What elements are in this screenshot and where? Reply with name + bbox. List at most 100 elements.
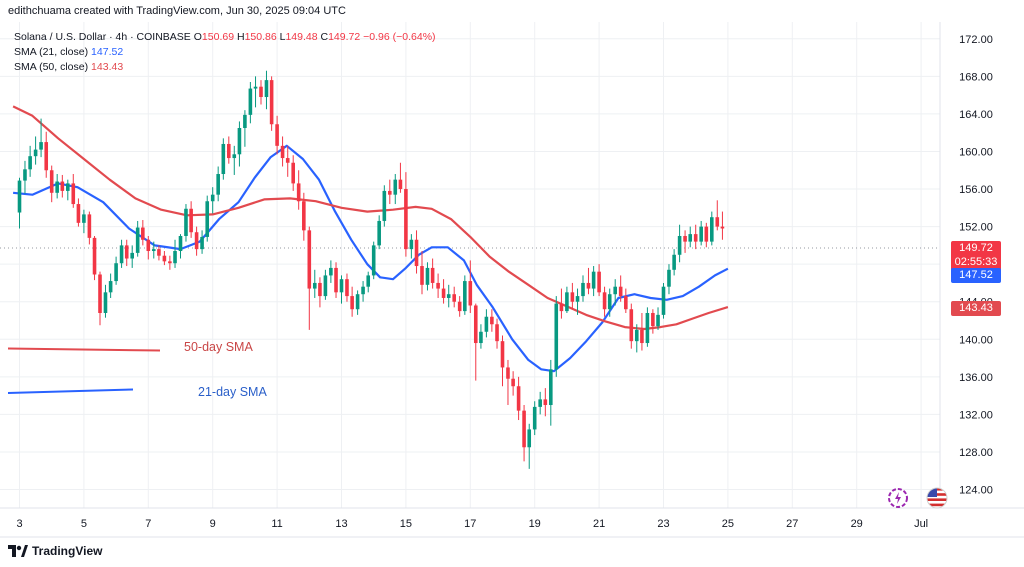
candle-down[interactable] <box>618 286 623 297</box>
candle-down[interactable] <box>404 189 408 250</box>
candle-up[interactable] <box>329 267 333 276</box>
candle-up[interactable] <box>463 281 467 312</box>
candle-down[interactable] <box>506 367 510 379</box>
candle-up[interactable] <box>549 369 553 406</box>
candle-down[interactable] <box>602 292 607 310</box>
candle-up[interactable] <box>688 234 693 242</box>
candle-down[interactable] <box>559 303 564 312</box>
candle-up[interactable] <box>114 263 118 282</box>
candle-up[interactable] <box>565 292 569 312</box>
candle-up[interactable] <box>645 312 650 344</box>
candle-down[interactable] <box>291 162 295 184</box>
sma50-legend-row[interactable]: SMA (50, close) 143.43 <box>14 60 436 75</box>
candle-down[interactable] <box>98 274 102 313</box>
candle-down[interactable] <box>640 329 644 344</box>
candle-down[interactable] <box>307 230 312 289</box>
candle-down[interactable] <box>162 255 167 262</box>
candle-up[interactable] <box>28 156 32 170</box>
candle-up[interactable] <box>200 236 204 250</box>
candle-up[interactable] <box>339 279 344 293</box>
candle-down[interactable] <box>495 324 499 342</box>
candle-up[interactable] <box>312 282 317 289</box>
candle-up[interactable] <box>232 154 237 159</box>
candle-up[interactable] <box>23 169 27 181</box>
candle-up[interactable] <box>237 128 242 155</box>
candle-down[interactable] <box>420 266 424 285</box>
candle-down[interactable] <box>586 282 591 289</box>
candle-down[interactable] <box>430 267 435 283</box>
candle-down[interactable] <box>168 261 172 264</box>
candle-up[interactable] <box>613 286 617 295</box>
candle-down[interactable] <box>302 201 306 231</box>
candle-up[interactable] <box>382 190 387 221</box>
candle-down[interactable] <box>280 145 285 159</box>
candle-down[interactable] <box>124 245 129 259</box>
candle-down[interactable] <box>398 179 403 190</box>
candle-down[interactable] <box>275 124 279 146</box>
candle-down[interactable] <box>44 142 49 171</box>
candle-down[interactable] <box>629 309 634 342</box>
candle-down[interactable] <box>597 271 601 293</box>
candle-up[interactable] <box>130 252 134 259</box>
candle-up[interactable] <box>205 201 210 237</box>
candle-up[interactable] <box>393 179 398 195</box>
candle-down[interactable] <box>414 239 419 267</box>
candle-up[interactable] <box>210 194 215 202</box>
candle-up[interactable] <box>672 254 676 270</box>
candle-up[interactable] <box>484 316 489 332</box>
candle-up[interactable] <box>323 275 328 297</box>
candle-up[interactable] <box>661 286 666 315</box>
candle-up[interactable] <box>667 269 671 287</box>
candle-up[interactable] <box>699 226 703 242</box>
candle-up[interactable] <box>135 227 140 253</box>
candle-up[interactable] <box>581 282 585 297</box>
candle-down[interactable] <box>334 267 338 293</box>
candle-up[interactable] <box>479 331 483 344</box>
candle-down[interactable] <box>683 235 687 242</box>
candle-down[interactable] <box>720 226 725 229</box>
us-flag-icon[interactable] <box>926 487 948 514</box>
candle-down[interactable] <box>146 239 151 252</box>
candle-up[interactable] <box>538 399 542 407</box>
candle-up[interactable] <box>216 174 220 195</box>
candle-down[interactable] <box>285 158 290 163</box>
candle-up[interactable] <box>243 114 247 129</box>
candle-down[interactable] <box>350 296 354 310</box>
candle-down[interactable] <box>76 204 81 223</box>
candle-down[interactable] <box>624 296 628 310</box>
candle-up[interactable] <box>103 292 108 313</box>
candle-down[interactable] <box>490 316 494 325</box>
candle-down[interactable] <box>259 86 263 98</box>
candle-down[interactable] <box>194 232 199 250</box>
candle-up[interactable] <box>366 275 371 287</box>
candle-up[interactable] <box>55 181 59 193</box>
candle-up[interactable] <box>591 271 596 289</box>
sma21-legend-row[interactable]: SMA (21, close) 147.52 <box>14 45 436 60</box>
tradingview-logo[interactable]: TradingView <box>8 544 102 558</box>
candle-up[interactable] <box>656 314 660 327</box>
candle-down[interactable] <box>570 292 575 302</box>
candle-down[interactable] <box>49 170 54 193</box>
candle-up[interactable] <box>527 429 532 448</box>
candle-down[interactable] <box>269 80 274 125</box>
candle-up[interactable] <box>607 294 612 310</box>
candle-up[interactable] <box>355 294 360 310</box>
candle-down[interactable] <box>441 288 446 298</box>
candle-up[interactable] <box>634 329 639 342</box>
candle-down[interactable] <box>388 190 392 195</box>
candle-down[interactable] <box>715 217 720 227</box>
candle-up[interactable] <box>221 143 226 175</box>
candle-down[interactable] <box>543 399 548 406</box>
candle-up[interactable] <box>425 267 430 285</box>
candle-up[interactable] <box>248 88 253 115</box>
candle-down[interactable] <box>473 305 478 344</box>
candle-down[interactable] <box>522 410 526 448</box>
candle-down[interactable] <box>227 143 231 159</box>
candle-down[interactable] <box>452 294 456 302</box>
candle-up[interactable] <box>253 86 258 89</box>
candle-up[interactable] <box>575 296 580 302</box>
candle-up[interactable] <box>151 249 156 252</box>
candle-up[interactable] <box>446 294 451 298</box>
candle-up[interactable] <box>532 406 537 430</box>
